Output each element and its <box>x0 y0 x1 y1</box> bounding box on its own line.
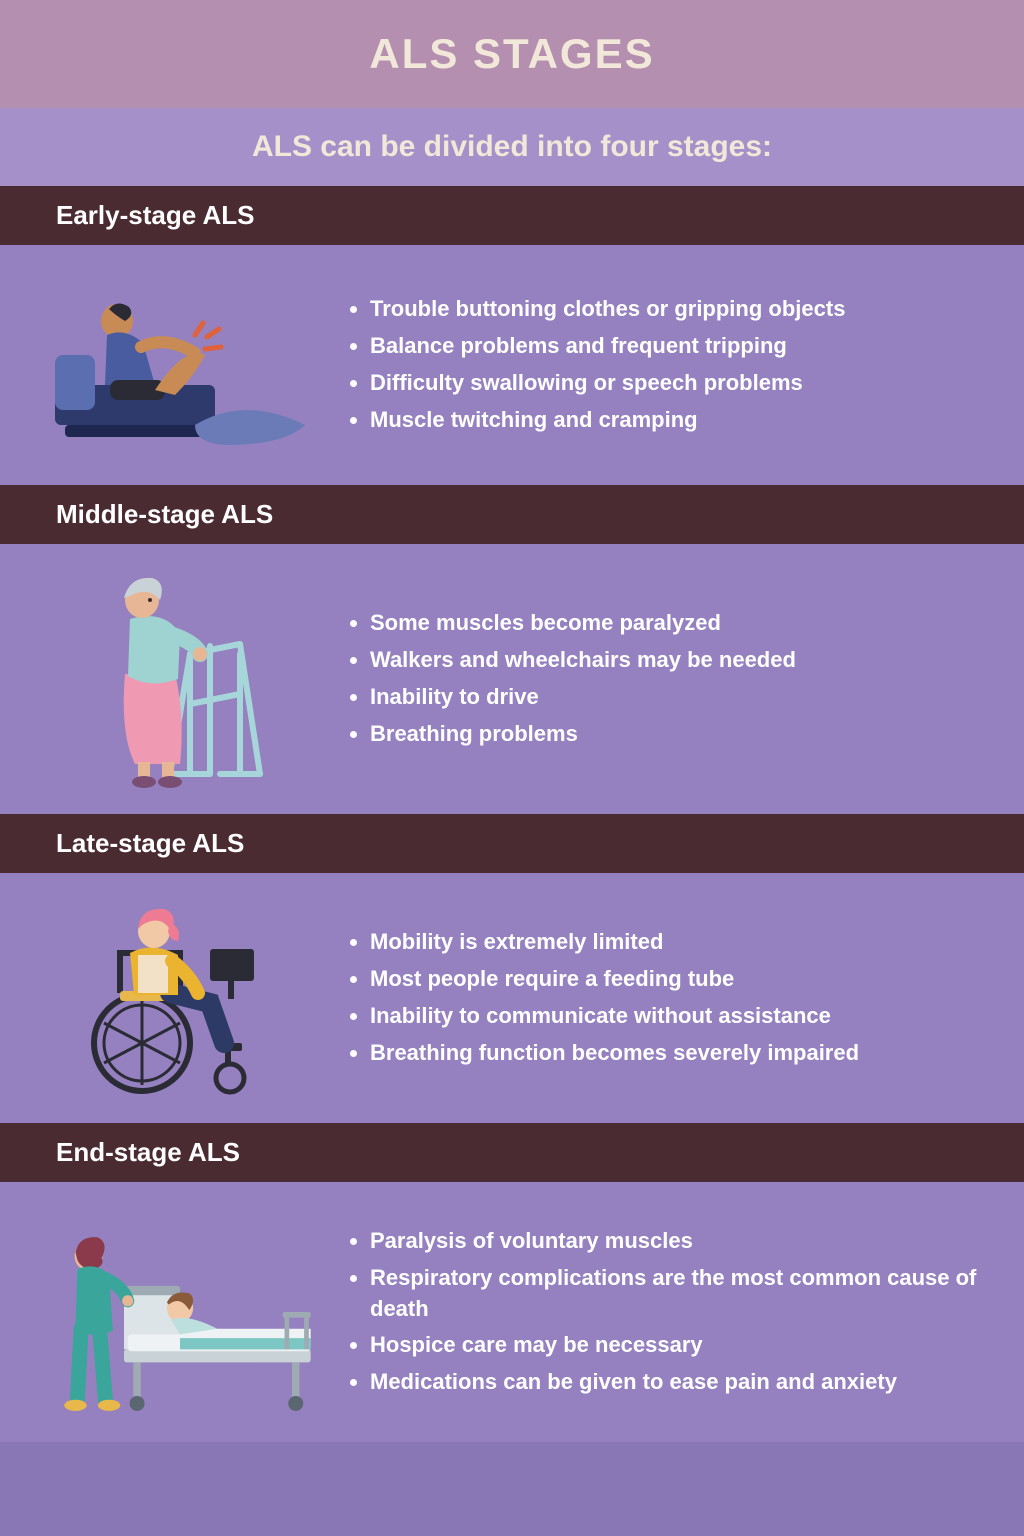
bullets-end: Paralysis of voluntary muscles Respirato… <box>320 1220 984 1404</box>
stage-header-end: End-stage ALS <box>0 1123 1024 1182</box>
patient-hospital-bed-nurse-icon <box>40 1202 320 1422</box>
bullet-item: Hospice care may be necessary <box>370 1330 984 1361</box>
bullet-item: Balance problems and frequent tripping <box>370 331 984 362</box>
bullet-item: Paralysis of voluntary muscles <box>370 1226 984 1257</box>
bullet-item: Mobility is extremely limited <box>370 927 984 958</box>
bullet-item: Breathing problems <box>370 719 984 750</box>
bullets-early: Trouble buttoning clothes or gripping ob… <box>320 288 984 441</box>
stage-header-late: Late-stage ALS <box>0 814 1024 873</box>
person-on-couch-leg-pain-icon <box>45 275 315 455</box>
stage-body-end: Paralysis of voluntary muscles Respirato… <box>0 1182 1024 1442</box>
stage-body-late: Mobility is extremely limited Most peopl… <box>0 873 1024 1123</box>
illustration-middle <box>40 564 320 794</box>
elderly-with-walker-icon <box>70 564 290 794</box>
illustration-late <box>40 893 320 1103</box>
stage-body-early: Trouble buttoning clothes or gripping ob… <box>0 245 1024 485</box>
bullet-item: Walkers and wheelchairs may be needed <box>370 645 984 676</box>
bullet-item: Medications can be given to ease pain an… <box>370 1367 984 1398</box>
subtitle-bar: ALS can be divided into four stages: <box>0 108 1024 186</box>
title-bar: ALS STAGES <box>0 0 1024 108</box>
bullet-item: Some muscles become paralyzed <box>370 608 984 639</box>
bullet-item: Trouble buttoning clothes or gripping ob… <box>370 294 984 325</box>
bullets-late: Mobility is extremely limited Most peopl… <box>320 921 984 1074</box>
bullet-item: Difficulty swallowing or speech problems <box>370 368 984 399</box>
bullet-item: Inability to communicate without assista… <box>370 1001 984 1032</box>
bullets-middle: Some muscles become paralyzed Walkers an… <box>320 602 984 755</box>
bullet-item: Respiratory complications are the most c… <box>370 1263 984 1325</box>
illustration-end <box>40 1202 320 1422</box>
page-title: ALS STAGES <box>0 30 1024 78</box>
bullet-item: Inability to drive <box>370 682 984 713</box>
stage-header-early: Early-stage ALS <box>0 186 1024 245</box>
stage-body-middle: Some muscles become paralyzed Walkers an… <box>0 544 1024 814</box>
page-subtitle: ALS can be divided into four stages: <box>0 130 1024 164</box>
bullet-item: Breathing function becomes severely impa… <box>370 1038 984 1069</box>
illustration-early <box>40 275 320 455</box>
bullet-item: Most people require a feeding tube <box>370 964 984 995</box>
stage-header-middle: Middle-stage ALS <box>0 485 1024 544</box>
person-in-wheelchair-icon <box>60 893 300 1103</box>
bullet-item: Muscle twitching and cramping <box>370 405 984 436</box>
